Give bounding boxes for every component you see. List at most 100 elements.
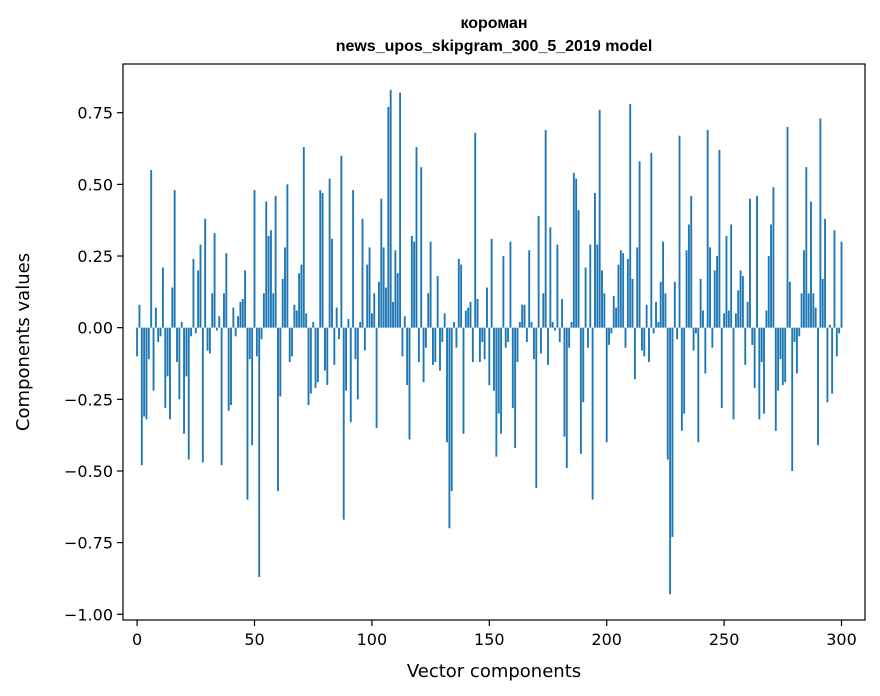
bar-285 (805, 167, 808, 328)
bar-21 (185, 327, 188, 377)
bar-276 (784, 327, 787, 383)
bar-51 (255, 327, 258, 357)
bar-102 (375, 327, 378, 428)
bar-145 (476, 299, 479, 328)
bar-203 (612, 296, 615, 328)
bar-242 (704, 327, 707, 374)
x-tick-label: 250 (709, 630, 740, 649)
bar-180 (558, 327, 561, 342)
bar-161 (514, 327, 517, 449)
bar-135 (453, 321, 456, 328)
bar-271 (772, 187, 775, 328)
bar-143 (471, 327, 474, 363)
bar-123 (424, 327, 427, 348)
bar-104 (380, 198, 383, 328)
bar-196 (596, 244, 599, 328)
bar-119 (415, 147, 418, 328)
bar-50 (253, 190, 256, 328)
bar-230 (676, 327, 679, 340)
bar-183 (565, 327, 568, 469)
bar-7 (152, 327, 155, 391)
bar-137 (457, 258, 460, 328)
bar-16 (173, 190, 176, 328)
bar-253 (730, 224, 733, 328)
bar-40 (230, 327, 232, 406)
bar-237 (692, 327, 695, 351)
bar-41 (232, 307, 235, 328)
bar-234 (685, 250, 688, 328)
bar-158 (507, 327, 510, 342)
bar-1 (138, 304, 141, 328)
bar-171 (537, 215, 540, 328)
chart-title-line-2: news_upos_skipgram_300_5_2019 model (336, 38, 653, 55)
bar-194 (591, 327, 594, 500)
bar-244 (709, 247, 711, 328)
bar-207 (622, 253, 625, 328)
bar-229 (673, 281, 676, 328)
bar-31 (208, 327, 211, 354)
bar-82 (328, 178, 331, 328)
bar-144 (474, 132, 477, 328)
bar-243 (706, 129, 709, 328)
bar-126 (432, 327, 434, 365)
bar-178 (554, 327, 556, 331)
bar-206 (619, 250, 622, 328)
bar-106 (385, 287, 387, 328)
bar-255 (734, 313, 737, 328)
bar-282 (798, 327, 801, 337)
bar-290 (817, 327, 819, 446)
bar-69 (298, 273, 301, 328)
bar-249 (720, 327, 723, 408)
bar-101 (373, 293, 376, 328)
bar-140 (464, 310, 467, 328)
bar-211 (631, 278, 634, 328)
bar-150 (488, 327, 491, 385)
bar-223 (659, 281, 662, 328)
bar-81 (326, 327, 329, 385)
bar-92 (352, 190, 355, 328)
bar-116 (408, 327, 411, 440)
bar-68 (295, 310, 298, 328)
bar-232 (680, 327, 683, 431)
bar-100 (370, 313, 373, 328)
bar-76 (314, 327, 317, 388)
bar-78 (319, 190, 322, 328)
bar-42 (234, 327, 237, 337)
bar-59 (274, 195, 277, 328)
bar-256 (737, 290, 740, 328)
bar-272 (774, 327, 777, 431)
bar-273 (777, 327, 780, 391)
bar-266 (760, 327, 763, 363)
bar-124 (427, 293, 430, 328)
bar-227 (669, 327, 672, 595)
bar-48 (248, 327, 251, 360)
bar-199 (603, 293, 606, 328)
bar-215 (640, 327, 643, 351)
bar-292 (821, 278, 824, 328)
bar-251 (725, 235, 728, 328)
bar-91 (349, 327, 352, 423)
y-tick-label: 0.75 (77, 104, 113, 123)
bar-133 (448, 327, 451, 529)
bar-64 (286, 184, 289, 328)
bar-222 (657, 321, 660, 328)
bar-26 (197, 270, 200, 328)
bar-254 (732, 327, 735, 420)
bar-208 (624, 327, 627, 348)
bar-157 (504, 327, 507, 348)
y-tick-label: −0.75 (64, 534, 113, 553)
bar-14 (169, 327, 171, 420)
bar-167 (528, 250, 531, 328)
bar-225 (664, 293, 667, 328)
bar-86 (338, 327, 340, 340)
bar-288 (812, 293, 815, 328)
bar-299 (838, 327, 841, 334)
bar-98 (366, 264, 369, 328)
bar-30 (206, 327, 209, 351)
x-tick-label: 150 (474, 630, 505, 649)
bar-291 (819, 118, 822, 328)
bar-197 (598, 109, 601, 328)
bar-195 (594, 192, 596, 328)
bar-295 (828, 324, 831, 328)
bar-175 (547, 327, 549, 365)
